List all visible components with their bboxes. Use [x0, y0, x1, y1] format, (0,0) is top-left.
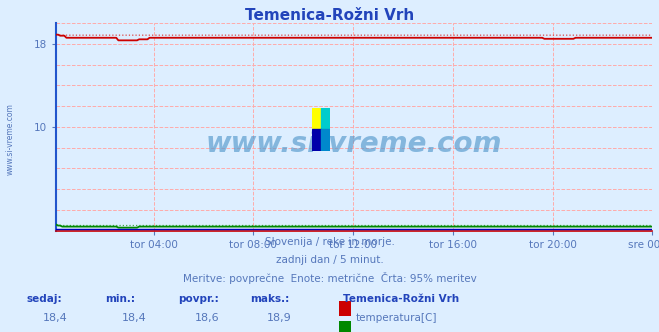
Text: 18,4: 18,4: [43, 313, 68, 323]
Bar: [321, 129, 330, 151]
Text: povpr.:: povpr.:: [178, 294, 219, 304]
Text: temperatura[C]: temperatura[C]: [356, 313, 438, 323]
Text: Temenica-Rožni Vrh: Temenica-Rožni Vrh: [245, 8, 414, 23]
Bar: [312, 129, 321, 151]
Text: min.:: min.:: [105, 294, 136, 304]
Bar: [321, 108, 330, 129]
Text: 18,9: 18,9: [267, 313, 292, 323]
Text: www.si-vreme.com: www.si-vreme.com: [5, 104, 14, 175]
Bar: [312, 108, 321, 129]
Text: sedaj:: sedaj:: [26, 294, 62, 304]
Text: 18,6: 18,6: [194, 313, 219, 323]
Text: Meritve: povprečne  Enote: metrične  Črta: 95% meritev: Meritve: povprečne Enote: metrične Črta:…: [183, 272, 476, 284]
Text: Slovenija / reke in morje.: Slovenija / reke in morje.: [264, 237, 395, 247]
Text: Temenica-Rožni Vrh: Temenica-Rožni Vrh: [343, 294, 459, 304]
Text: www.si-vreme.com: www.si-vreme.com: [206, 129, 502, 158]
Text: 18,4: 18,4: [122, 313, 147, 323]
Text: maks.:: maks.:: [250, 294, 290, 304]
Text: zadnji dan / 5 minut.: zadnji dan / 5 minut.: [275, 255, 384, 265]
